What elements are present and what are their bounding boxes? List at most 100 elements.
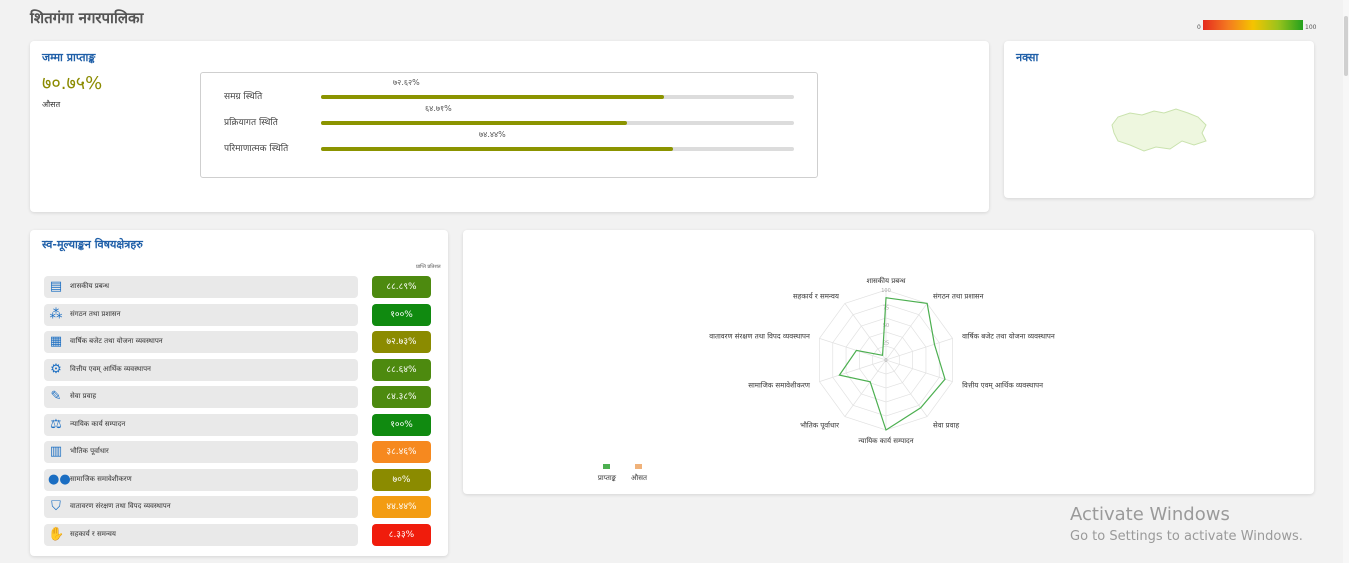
shield-icon: ⛉ bbox=[51, 499, 61, 514]
status-fill bbox=[321, 121, 628, 125]
average-label: औसत bbox=[42, 100, 61, 109]
color-scale-legend bbox=[1203, 20, 1303, 30]
area-pill[interactable]: ✋ सहकार्य र समन्वय bbox=[44, 523, 358, 546]
scales-icon: ⚖ bbox=[50, 416, 62, 432]
legend-label: औसत bbox=[631, 473, 648, 482]
area-label: सामाजिक समावेशीकरण bbox=[70, 474, 132, 483]
radar-axis-label: वित्तीय एवम् आर्थिक व्यवस्थापन bbox=[962, 381, 1043, 390]
area-row[interactable]: ✋ सहकार्य र समन्वय ८.३३% bbox=[44, 523, 434, 546]
wrench-icon: ✎ bbox=[50, 389, 62, 404]
status-box: समग्र स्थिति ७२.६२% प्रक्रियागत स्थिति ६… bbox=[200, 72, 818, 178]
radar-spoke bbox=[844, 303, 887, 361]
radar-axis-label: शासकीय प्रबन्ध bbox=[866, 276, 906, 285]
area-pill[interactable]: ●● सामाजिक समावेशीकरण bbox=[44, 468, 358, 491]
status-track bbox=[321, 121, 794, 125]
activation-watermark-title: Activate Windows bbox=[1070, 504, 1230, 525]
area-label: संगठन तथा प्रशासन bbox=[70, 309, 121, 318]
legend-max-label: 100 bbox=[1305, 24, 1317, 31]
handshake-icon: ✋ bbox=[48, 526, 65, 542]
area-row[interactable]: ▦ वार्षिक बजेट तथा योजना व्यवस्थापन ७२.७३% bbox=[44, 331, 434, 353]
area-row[interactable]: ▤ शासकीय प्रबन्ध ८८.८९% bbox=[44, 276, 434, 298]
map-card-title: नक्सा bbox=[1016, 51, 1039, 64]
radar-tick-label: 75 bbox=[883, 306, 889, 312]
areas-card: स्व-मूल्याङ्कन विषयक्षेत्रहरु प्राप्ति प… bbox=[30, 230, 448, 556]
area-score-badge: ४४.४४% bbox=[372, 496, 431, 518]
status-track bbox=[321, 95, 794, 99]
page-scrollbar[interactable] bbox=[1343, 0, 1349, 563]
area-pill[interactable]: ▥ भौतिक पूर्वाधार bbox=[44, 441, 358, 463]
area-row[interactable]: ⚖ न्यायिक कार्य सम्पादन १००% bbox=[44, 413, 434, 436]
area-row[interactable]: ⚙ वित्तीय एवम् आर्थिक व्यवस्थापन ८८.६४% bbox=[44, 358, 434, 381]
status-pct: ७४.४४% bbox=[479, 130, 506, 139]
status-pct: ७२.६२% bbox=[393, 78, 420, 87]
area-score-badge: ८४.३८% bbox=[372, 386, 431, 408]
legend-label: प्राप्ताङ्क bbox=[598, 474, 617, 482]
area-label: वातावरण संरक्षण तथा विपद व्यवस्थापन bbox=[70, 502, 171, 510]
area-score-badge: ३८.४६% bbox=[372, 441, 431, 463]
calendar-icon: ▦ bbox=[49, 334, 63, 349]
area-label: शासकीय प्रबन्ध bbox=[70, 282, 110, 290]
radar-tick-label: 0 bbox=[884, 358, 887, 364]
area-row[interactable]: ⛉ वातावरण संरक्षण तथा विपद व्यवस्थापन ४४.४… bbox=[44, 496, 434, 518]
map-card: नक्सा bbox=[1004, 41, 1314, 198]
radar-axis-label: वार्षिक बजेट तथा योजना व्यवस्थापन bbox=[962, 331, 1055, 340]
total-score-value: ७०.७५% bbox=[42, 73, 103, 94]
radar-axis-label: न्यायिक कार्य सम्पादन bbox=[858, 436, 913, 445]
status-fill bbox=[321, 95, 665, 99]
document-icon: ▤ bbox=[49, 279, 63, 294]
area-pill[interactable]: ⚙ वित्तीय एवम् आर्थिक व्यवस्थापन bbox=[44, 358, 358, 381]
radar-spoke bbox=[885, 359, 928, 417]
status-row-quantitative: परिमाणात्मक स्थिति ७४.४४% bbox=[201, 130, 817, 157]
radar-spoke bbox=[885, 303, 928, 361]
status-label: परिमाणात्मक स्थिति bbox=[224, 144, 289, 154]
settings-icon: ⚙ bbox=[50, 361, 62, 377]
status-label: समग्र स्थिति bbox=[224, 92, 263, 102]
status-track bbox=[321, 147, 794, 151]
area-pill[interactable]: ✎ सेवा प्रवाह bbox=[44, 386, 358, 408]
area-label: सेवा प्रवाह bbox=[70, 392, 97, 400]
legend-min-label: 0 bbox=[1197, 24, 1201, 31]
area-row[interactable]: ●● सामाजिक समावेशीकरण ७०% bbox=[44, 468, 434, 491]
radar-card: शासकीय प्रबन्ध संगठन तथा प्रशासन वार्षिक ब… bbox=[463, 230, 1314, 494]
area-row[interactable]: ✎ सेवा प्रवाह ८४.३८% bbox=[44, 386, 434, 408]
legend-swatch bbox=[635, 464, 642, 469]
area-pill[interactable]: ⛉ वातावरण संरक्षण तथा विपद व्यवस्थापन bbox=[44, 496, 358, 518]
area-label: वित्तीय एवम् आर्थिक व्यवस्थापन bbox=[70, 364, 151, 373]
radar-spoke bbox=[819, 359, 887, 382]
radar-axis-label: वातावरण संरक्षण तथा विपद व्यवस्थापन bbox=[709, 331, 810, 340]
page-title: शितगंगा नगरपालिका bbox=[30, 9, 144, 27]
radar-tick-label: 100 bbox=[881, 288, 891, 294]
area-pill[interactable]: ⚖ न्यायिक कार्य सम्पादन bbox=[44, 413, 358, 436]
area-row[interactable]: ⁂ संगठन तथा प्रशासन १००% bbox=[44, 303, 434, 326]
area-score-badge: ८८.६४% bbox=[372, 358, 431, 381]
area-label: वार्षिक बजेट तथा योजना व्यवस्थापन bbox=[70, 337, 163, 345]
area-row[interactable]: ▥ भौतिक पूर्वाधार ३८.४६% bbox=[44, 441, 434, 463]
radar-axis-label: भौतिक पूर्वाधार bbox=[800, 421, 839, 430]
municipality-boundary bbox=[1111, 108, 1207, 152]
area-pill[interactable]: ▦ वार्षिक बजेट तथा योजना व्यवस्थापन bbox=[44, 331, 358, 353]
area-score-badge: ७२.७३% bbox=[372, 331, 431, 353]
areas-card-title: स्व-मूल्याङ्कन विषयक्षेत्रहरु bbox=[42, 238, 143, 251]
area-pill[interactable]: ▤ शासकीय प्रबन्ध bbox=[44, 276, 358, 298]
radar-spoke bbox=[844, 359, 887, 417]
activation-watermark-subtitle: Go to Settings to activate Windows. bbox=[1070, 529, 1303, 544]
area-score-badge: ७०% bbox=[372, 468, 431, 491]
municipality-map[interactable] bbox=[1004, 41, 1314, 198]
status-row-process: प्रक्रियागत स्थिति ६४.७१% bbox=[201, 104, 817, 131]
status-pct: ६४.७१% bbox=[425, 104, 452, 113]
building-icon: ▥ bbox=[49, 444, 63, 459]
radar-spoke bbox=[885, 359, 953, 382]
radar-tick-label: 25 bbox=[883, 341, 889, 347]
status-label: प्रक्रियागत स्थिति bbox=[224, 118, 278, 128]
score-card: जम्मा प्राप्ताङ्क ७०.७५% औसत समग्र स्थित… bbox=[30, 41, 989, 212]
status-fill bbox=[321, 147, 674, 151]
area-score-badge: ८८.८९% bbox=[372, 276, 431, 298]
radar-spoke bbox=[885, 338, 953, 361]
area-pill[interactable]: ⁂ संगठन तथा प्रशासन bbox=[44, 303, 358, 326]
radar-tick-label: 50 bbox=[883, 323, 889, 329]
scroll-thumb[interactable] bbox=[1344, 16, 1348, 76]
area-score-badge: १००% bbox=[372, 303, 431, 326]
area-label: सहकार्य र समन्वय bbox=[70, 529, 116, 538]
column-header: प्राप्ति प्रतिशत bbox=[416, 264, 441, 270]
area-label: न्यायिक कार्य सम्पादन bbox=[70, 419, 126, 428]
